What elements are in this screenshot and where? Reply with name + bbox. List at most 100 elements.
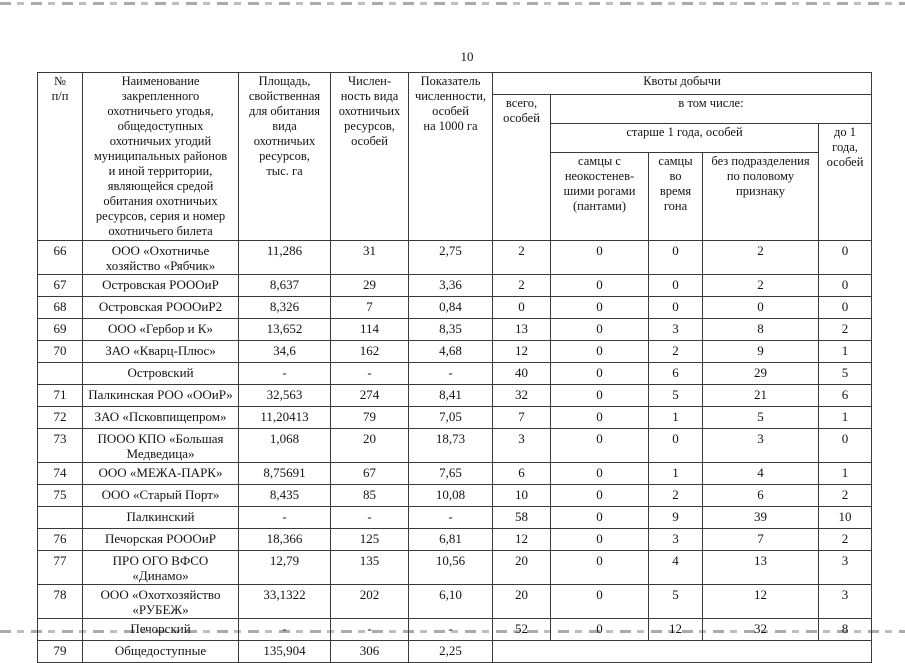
cell-grounds-name: ООО «Гербор и К»: [82, 318, 239, 341]
cell-row-number: 70: [37, 340, 83, 363]
hunting-quotas-table: № п/п Наименование закрепленного охотнич…: [37, 72, 872, 663]
cell-quota-males-antlers: 0: [550, 274, 649, 297]
header-under-one-year: до 1 года, особей: [818, 123, 872, 241]
cell-quota-total: 6: [492, 462, 551, 485]
header-quota-total: всего, особей: [492, 94, 551, 241]
header-older-one-year-group: старше 1 года, особей: [550, 123, 819, 153]
cell-grounds-name: ООО «Охотхозяйство «РУБЕЖ»: [82, 584, 239, 619]
cell-quota-no-division: 5: [702, 406, 819, 429]
cell-population: 125: [330, 528, 409, 551]
cell-quota-males-rut: 12: [648, 618, 703, 641]
cell-area: 11,286: [238, 240, 331, 275]
cell-population: 29: [330, 274, 409, 297]
cell-quota-young: 0: [818, 296, 872, 319]
cell-quota-no-division: 29: [702, 362, 819, 385]
cell-quota-no-division: 13: [702, 550, 819, 585]
cell-quota-males-rut: 0: [648, 274, 703, 297]
table-row: 66 ООО «Охотничье хозяйство «Рябчик» 11,28…: [37, 240, 872, 275]
cell-population: 79: [330, 406, 409, 429]
cell-quota-males-antlers: 0: [550, 362, 649, 385]
cell-quota-males-antlers: 0: [550, 462, 649, 485]
table-row: 70 ЗАО «Кварц-Плюс» 34,6 162 4,68 12 0 2 9 1: [37, 340, 872, 363]
cell-grounds-name: Островская РОООиР2: [82, 296, 239, 319]
cell-quota-young: 1: [818, 340, 872, 363]
table-row: 78 ООО «Охотхозяйство «РУБЕЖ» 33,1322 202 6,…: [37, 584, 872, 619]
cell-quota-young: 2: [818, 528, 872, 551]
summary-row: Островский - - -40 0 6 29 5: [37, 362, 872, 385]
cell-grounds-name: ПООО КПО «Большая Медведица»: [82, 428, 239, 463]
table-body: 66 ООО «Охотничье хозяйство «Рябчик» 11,28…: [37, 240, 872, 663]
cell-density: 8,35: [408, 318, 493, 341]
cell-area: 1,068: [238, 428, 331, 463]
cell-quota-total: 0: [492, 296, 551, 319]
cell-population: 274: [330, 384, 409, 407]
cell-area: 34,6: [238, 340, 331, 363]
cell-quota-males-rut: 2: [648, 484, 703, 507]
cell-quota-males-rut: 4: [648, 550, 703, 585]
cell-row-number: 77: [37, 550, 83, 585]
cell-quota-no-division: 3: [702, 428, 819, 463]
cell-quota-young: 0: [818, 428, 872, 463]
cell-quota-total: 12: [492, 340, 551, 363]
cell-grounds-name: ПРО ОГО ВФСО «Динамо»: [82, 550, 239, 585]
cell-density: 2,25: [408, 640, 493, 663]
cell-quota-males-antlers: 0: [550, 618, 649, 641]
header-no-sex-division: без подразделения по половому признаку: [702, 152, 819, 241]
cell-population: -: [330, 362, 409, 385]
header-population: Числен- ность вида охотничьих ресурсов, …: [330, 72, 409, 241]
summary-row: Палкинский - - -58 0 9 39 10: [37, 506, 872, 529]
cell-row-number: 78: [37, 584, 83, 619]
cell-quota-males-antlers: 0: [550, 384, 649, 407]
cell-row-number: 67: [37, 274, 83, 297]
cell-area: 8,637: [238, 274, 331, 297]
cell-grounds-name: ООО «Охотничье хозяйство «Рябчик»: [82, 240, 239, 275]
cell-grounds-name: ООО «МЕЖА-ПАРК»: [82, 462, 239, 485]
cell-population: 135: [330, 550, 409, 585]
cell-grounds-name: ЗАО «Псковпищепром»: [82, 406, 239, 429]
cell-density: -: [408, 618, 493, 641]
header-males-rut: самцы во время гона: [648, 152, 703, 241]
cell-quota-no-division: 2: [702, 240, 819, 275]
cell-density: 6,81: [408, 528, 493, 551]
table-row: 67 Островская РОООиР 8,637 29 3,36 2 0 0 2 0: [37, 274, 872, 297]
cell-grounds-name: Общедоступные: [82, 640, 239, 663]
header-density: Показатель численности, особей на 1000 г…: [408, 72, 493, 241]
cell-area: -: [238, 618, 331, 641]
cell-area: -: [238, 362, 331, 385]
cell-quota-no-division: 7: [702, 528, 819, 551]
header-quota-group: Квоты добычи: [492, 72, 872, 95]
cell-density: 7,05: [408, 406, 493, 429]
cell-grounds-name: Палкинский: [82, 506, 239, 529]
cell-population: 7: [330, 296, 409, 319]
cell-quota-males-antlers: 0: [550, 528, 649, 551]
cell-quota-young: 1: [818, 462, 872, 485]
table-row: 77 ПРО ОГО ВФСО «Динамо» 12,79 135 10,56 20 0 4…: [37, 550, 872, 585]
cell-quota-no-division: 2: [702, 274, 819, 297]
cell-population: 162: [330, 340, 409, 363]
table-row: 79 Общедоступные 135,904 306 2,25: [37, 640, 872, 663]
cell-quota-males-antlers: 0: [550, 506, 649, 529]
cell-quota-young: 3: [818, 584, 872, 619]
cell-population: 202: [330, 584, 409, 619]
cell-quota-males-antlers: 0: [550, 318, 649, 341]
cell-quota-young: 1: [818, 406, 872, 429]
cell-quota-no-division: 21: [702, 384, 819, 407]
scan-artifact-top-edge: [0, 2, 905, 5]
cell-quota-males-antlers: 0: [550, 296, 649, 319]
cell-quota-no-division: 32: [702, 618, 819, 641]
cell-population: 67: [330, 462, 409, 485]
cell-quota-males-antlers: 0: [550, 428, 649, 463]
cell-density: 0,84: [408, 296, 493, 319]
cell-row-number: 74: [37, 462, 83, 485]
cell-row-number: 68: [37, 296, 83, 319]
cell-area: 32,563: [238, 384, 331, 407]
cell-quota-males-antlers: 0: [550, 406, 649, 429]
cell-quota-total: 20: [492, 584, 551, 619]
cell-grounds-name: Островская РОООиР: [82, 274, 239, 297]
header-row-number: № п/п: [37, 72, 83, 241]
cell-quota-young: 5: [818, 362, 872, 385]
cell-grounds-name: Печорский: [82, 618, 239, 641]
cell-population: 85: [330, 484, 409, 507]
cell-quota-no-division: 12: [702, 584, 819, 619]
cell-quota-no-division: 0: [702, 296, 819, 319]
